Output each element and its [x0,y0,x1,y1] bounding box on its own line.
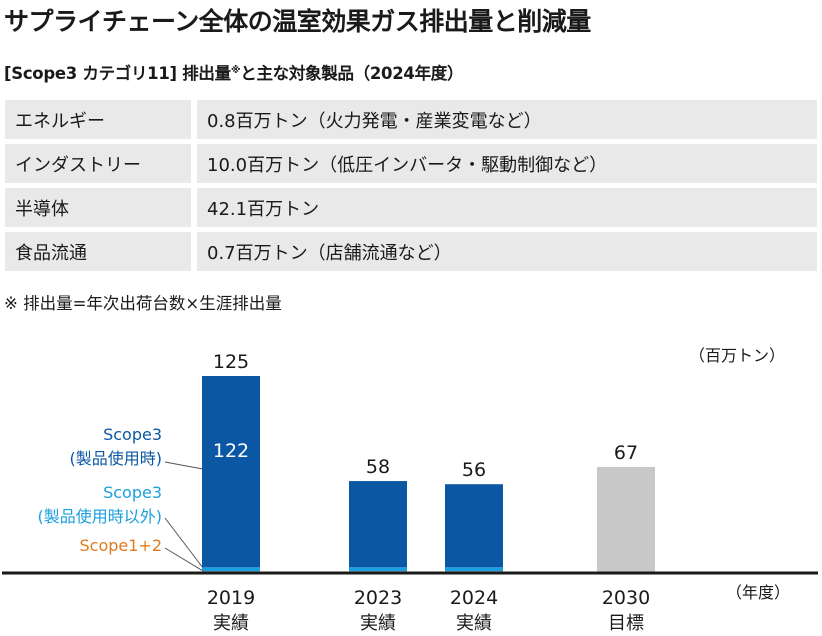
bar-scope3_use-2024 [445,484,503,568]
x-axis-label: （年度） [726,583,790,602]
x-tick-kind-2019: 実績 [213,613,249,634]
total-label-2019: 125 [213,351,249,373]
x-tick-year-2030: 2030 [602,587,650,609]
legend-scope3-use-line2: (製品使用時) [70,449,163,468]
cell-gap [191,188,197,227]
bar-scope3_use-2019 [202,376,260,568]
bar-scope3_use-2023 [349,481,407,568]
x-tick-kind-2024: 実績 [456,613,492,634]
footnote: ※ 排出量=年次出荷台数×生涯排出量 [4,294,282,313]
legend-scope3-use-line1: Scope3 [103,425,162,444]
bar-scope3_other-2024 [445,567,503,572]
category-value: 42.1百万トン [197,188,817,227]
bars [202,376,655,572]
bar-scope3_other-2019 [202,567,260,572]
table-row: 半導体 42.1百万トン [5,188,817,227]
category-name: 食品流通 [5,232,191,271]
chart-subtitle: [Scope3 カテゴリ11] 排出量※と主な対象製品（2024年度） [4,60,463,84]
subtitle-rest: と主な対象製品（2024年度） [240,64,464,83]
legend-leader-lines [164,461,209,573]
category-name: 半導体 [5,188,191,227]
bar-scope3_other-2023 [349,567,407,572]
x-tick-kind-2030: 目標 [608,613,644,634]
table-row: インダストリー 10.0百万トン（低圧インバータ・駆動制御など） [5,144,817,183]
leader-line-scope3-other [164,517,205,570]
legend-scope3-other-line1: Scope3 [103,483,162,502]
cell-gap [191,144,197,183]
table-row: 食品流通 0.7百万トン（店舗流通など） [5,232,817,271]
bar-labels: 125 2019 実績 58 2023 実績 56 2024 実績 67 2030 目標 122 [207,351,650,634]
legend-scope3-other-line2: (製品使用時以外) [38,507,163,526]
x-tick-year-2023: 2023 [354,587,402,609]
x-tick-year-2019: 2019 [207,587,255,609]
page-title: サプライチェーン全体の温室効果ガス排出量と削減量 [4,7,591,36]
leader-line-scope3-use [164,461,209,471]
unit-label: （百万トン） [689,346,785,365]
bar-target-2030 [597,466,655,572]
category-name: エネルギー [5,100,191,139]
cell-gap [191,100,197,139]
subtitle-note-mark: ※ [230,65,241,76]
total-label-2030: 67 [614,442,638,464]
category-table: エネルギー 0.8百万トン（火力発電・産業変電など） インダストリー 10.0百… [5,95,817,276]
x-tick-year-2024: 2024 [450,587,498,609]
subtitle-main: [Scope3 カテゴリ11] 排出量 [4,64,231,83]
total-label-2023: 58 [366,456,390,478]
inner-value-label: 122 [213,440,249,462]
total-label-2024: 56 [462,459,486,481]
table-row: エネルギー 0.8百万トン（火力発電・産業変電など） [5,100,817,139]
category-value: 0.8百万トン（火力発電・産業変電など） [197,100,817,139]
cell-gap [191,232,197,271]
x-tick-kind-2023: 実績 [360,613,396,634]
category-value: 10.0百万トン（低圧インバータ・駆動制御など） [197,144,817,183]
category-name: インダストリー [5,144,191,183]
category-value: 0.7百万トン（店舗流通など） [197,232,817,271]
leader-line-scope12 [164,547,205,573]
legend-scope12: Scope1+2 [79,536,162,555]
